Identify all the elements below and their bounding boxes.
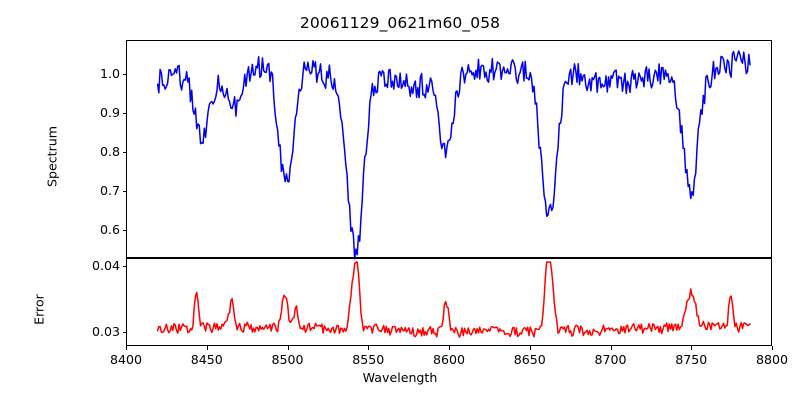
axis-tick-label: 0.9 [99,104,120,120]
page-title: 20061129_0621m60_058 [299,14,501,32]
axis-tick-mark [287,346,289,350]
axis-tick-mark [122,229,126,231]
axis-tick-label: 0.7 [99,182,120,198]
axis-tick-label: 8750 [675,352,708,367]
axis-tick-label: 8600 [432,352,466,367]
axis-tick-label: 8550 [352,352,385,367]
axis-tick-mark [122,112,126,114]
axis-tick-mark [691,346,693,350]
axis-tick-mark [122,190,126,192]
axis-tick-label: 1.0 [99,65,120,81]
axis-tick-mark [122,331,126,333]
spectrum-axis-label: Spectrum [44,125,60,188]
axis-tick-label: 0.03 [91,323,120,339]
spectrum-line-series [127,41,771,257]
axis-tick-label: 0.8 [99,143,120,159]
axis-tick-mark [126,346,127,350]
axis-tick-mark [449,346,450,350]
axis-tick-mark [122,73,126,75]
axis-tick-label: 8700 [594,352,627,367]
axis-tick-mark [206,346,208,350]
axis-tick-mark [122,266,126,268]
axis-tick-label: 8450 [190,352,223,367]
spectrum-plot-area [126,40,772,258]
axis-tick-mark [772,346,773,350]
axis-tick-mark [529,346,531,350]
error-axis-label: Error [31,294,47,325]
axis-tick-label: 8800 [755,352,789,367]
axis-tick-label: 8400 [109,352,143,367]
axis-tick-label: 8500 [271,352,304,367]
axis-tick-label: 0.04 [91,258,120,274]
axis-tick-mark [122,151,126,153]
axis-tick-mark [368,346,370,350]
wavelength-axis-label: Wavelength [362,370,438,385]
axis-tick-label: 8650 [513,352,546,367]
axis-tick-mark [610,346,612,350]
axis-tick-label: 0.6 [99,221,120,237]
error-line-series [127,259,771,345]
error-plot-area [126,258,772,346]
